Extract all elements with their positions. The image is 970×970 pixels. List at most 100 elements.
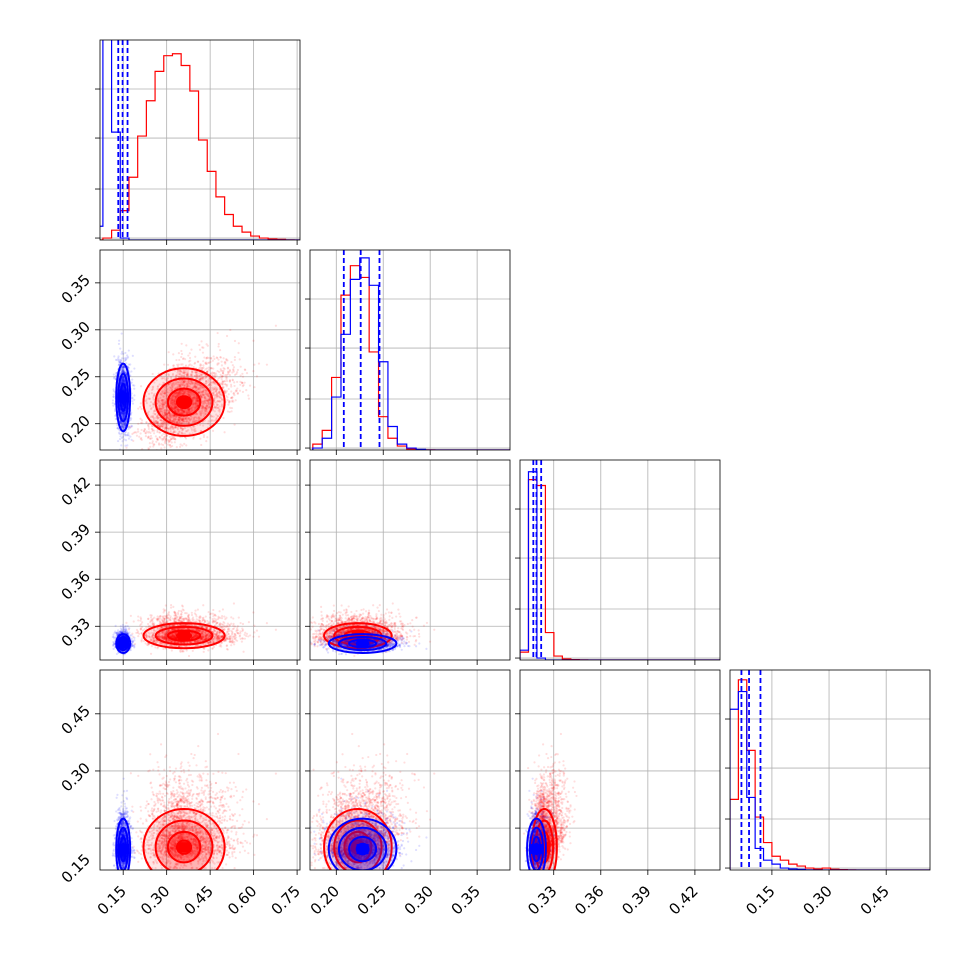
red-point: [170, 441, 173, 444]
red-point: [210, 420, 213, 423]
red-point: [202, 414, 206, 418]
red-point: [206, 392, 209, 395]
red-point: [234, 399, 237, 402]
red-point: [148, 430, 151, 433]
red-point: [225, 334, 229, 338]
red-point: [191, 387, 195, 390]
red-point: [171, 400, 175, 404]
red-point: [140, 428, 143, 432]
blue-point: [124, 351, 127, 355]
red-point: [182, 391, 186, 394]
red-point: [164, 414, 168, 417]
red-point: [198, 348, 202, 351]
red-point: [179, 389, 182, 392]
red-point: [160, 423, 163, 426]
red-point: [158, 436, 161, 439]
red-point: [230, 396, 233, 399]
red-point: [218, 390, 221, 393]
red-point: [192, 366, 195, 369]
red-point: [163, 412, 167, 416]
red-point: [172, 366, 175, 369]
red-point: [169, 416, 172, 419]
red-point: [167, 351, 170, 354]
red-point: [155, 419, 158, 423]
red-point: [213, 394, 217, 397]
red-point: [165, 435, 168, 438]
red-point: [195, 412, 198, 415]
red-point: [201, 351, 205, 354]
red-point: [228, 369, 232, 373]
red-point: [185, 374, 189, 377]
red-point: [200, 443, 203, 447]
red-point: [140, 419, 144, 422]
red-point: [215, 356, 218, 359]
red-point: [169, 443, 172, 447]
red-point: [173, 404, 176, 408]
red-point: [177, 410, 180, 414]
blue-point: [112, 390, 116, 393]
red-point: [222, 357, 225, 360]
red-point: [203, 397, 207, 400]
red-point: [166, 391, 170, 394]
red-point: [180, 411, 183, 414]
red-point: [200, 412, 203, 415]
blue-point: [127, 427, 130, 431]
y-tick-label: 0.30: [58, 318, 94, 354]
red-point: [231, 364, 234, 367]
red-point: [174, 414, 177, 418]
red-point: [172, 413, 175, 417]
red-point: [202, 435, 206, 439]
red-point: [181, 417, 185, 421]
red-point: [140, 407, 143, 411]
red-point: [172, 431, 175, 434]
red-point: [199, 393, 202, 396]
blue-point: [130, 438, 133, 441]
red-point: [225, 373, 228, 377]
red-point: [179, 385, 182, 388]
red-point: [195, 419, 198, 422]
red-point: [239, 380, 242, 383]
red-point: [239, 621, 242, 625]
red-point: [201, 390, 204, 394]
red-point: [185, 412, 188, 415]
blue-point: [117, 342, 121, 346]
red-point: [171, 389, 174, 392]
red-point: [202, 364, 205, 367]
red-point: [203, 395, 206, 398]
red-point: [159, 456, 161, 458]
red-point: [174, 437, 177, 441]
red-point: [172, 414, 175, 417]
blue-point: [119, 435, 122, 438]
blue-point: [126, 454, 128, 456]
red-point: [181, 605, 184, 608]
red-point: [148, 397, 151, 401]
red-point: [164, 402, 167, 405]
red-point: [139, 402, 142, 405]
red-point: [213, 372, 216, 375]
red-point: [216, 415, 219, 418]
red-point: [241, 381, 244, 385]
red-point: [171, 461, 173, 463]
red-point: [187, 380, 190, 383]
red-point: [186, 371, 189, 374]
red-point: [187, 385, 190, 388]
red-point: [216, 363, 219, 366]
red-point: [228, 401, 231, 404]
red-point: [198, 343, 201, 347]
red-point: [171, 420, 174, 423]
red-point: [180, 422, 183, 425]
red-point: [158, 443, 161, 446]
red-point: [160, 405, 164, 408]
red-point: [168, 419, 171, 422]
red-point: [136, 428, 140, 431]
red-point: [228, 380, 232, 383]
red-point: [231, 399, 234, 402]
red-point: [174, 391, 177, 394]
red-point: [194, 382, 198, 385]
red-point: [160, 447, 163, 450]
red-point: [139, 432, 142, 435]
red-point: [236, 387, 239, 390]
red-point: [183, 380, 186, 383]
red-point: [200, 396, 203, 399]
red-point: [220, 404, 224, 407]
